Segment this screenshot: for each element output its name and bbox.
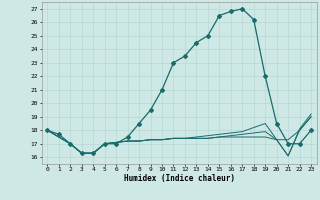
X-axis label: Humidex (Indice chaleur): Humidex (Indice chaleur) [124,174,235,183]
